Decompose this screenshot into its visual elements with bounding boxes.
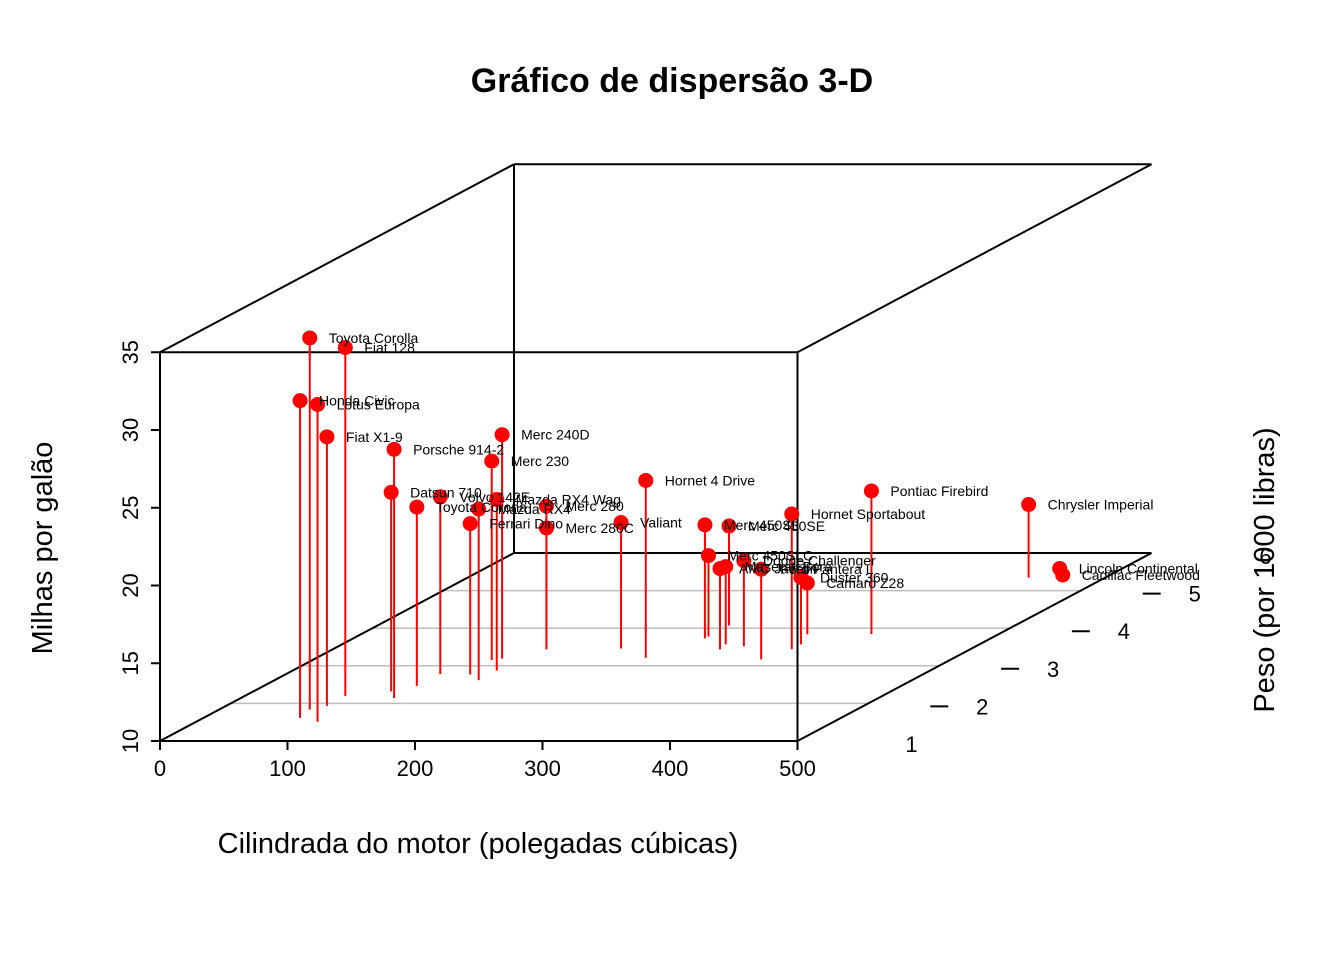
point-lincoln-continental (1052, 560, 1068, 576)
point-merc-280 (538, 498, 554, 514)
point-mazda-rx4 (471, 501, 487, 517)
y-tick-label: 4 (1118, 619, 1130, 644)
label-toyota-corona: Toyota Corona (436, 499, 527, 515)
point-merc-450se (721, 518, 737, 534)
point-ferrari-dino (462, 516, 478, 532)
label-lotus-europa: Lotus Europa (337, 396, 420, 412)
y-tick-label: 6 (1259, 544, 1271, 569)
label-toyota-corolla: Toyota Corolla (329, 330, 419, 346)
y-tick-label: 3 (1047, 657, 1059, 682)
point-mazda-rx4-wag (489, 491, 505, 507)
label-hornet-4-drive: Hornet 4 Drive (665, 472, 755, 488)
plot-box (159, 163, 1152, 742)
floor-grid (230, 552, 1152, 705)
box-edge (797, 163, 1152, 354)
label-merc-280: Merc 280 (565, 498, 624, 514)
label-mazda-rx4: Mazda RX4 (498, 501, 571, 517)
point-hornet-sportabout (784, 506, 800, 522)
point-pontiac-firebird (863, 483, 879, 499)
point-porsche-914-2 (386, 441, 402, 457)
z-tick-label: 15 (118, 651, 143, 675)
z-tick-label: 25 (118, 496, 143, 520)
z-tick-label: 20 (118, 573, 143, 597)
x-tick-label: 300 (524, 756, 561, 781)
point-camaro-z28 (799, 575, 815, 591)
x-tick-label: 500 (779, 756, 816, 781)
y-tick-label: 5 (1189, 582, 1201, 607)
y-tick-label: 1 (905, 732, 917, 757)
label-merc-230: Merc 230 (511, 453, 570, 469)
point-chrysler-imperial (1021, 497, 1037, 513)
y-axis-label: Peso (por 1000 libras) (1249, 427, 1281, 712)
label-valiant: Valiant (640, 515, 682, 531)
point-datsun-710 (383, 484, 399, 500)
label-merc-450se: Merc 450SE (748, 518, 825, 534)
data-points (292, 330, 1071, 591)
point-honda-civic (292, 393, 308, 409)
z-tick-label: 35 (118, 340, 143, 364)
x-tick-label: 100 (269, 756, 306, 781)
label-chrysler-imperial: Chrysler Imperial (1048, 497, 1154, 513)
label-volvo-142e: Volvo 142E (459, 489, 530, 505)
point-toyota-corona (409, 499, 425, 515)
point-merc-450sl (697, 517, 713, 533)
z-axis-label: Milhas por galão (27, 442, 59, 655)
label-datsun-710: Datsun 710 (410, 484, 482, 500)
z-tick-label: 30 (118, 418, 143, 442)
z-tick-label: 10 (118, 729, 143, 753)
point-valiant (613, 515, 629, 531)
point-dodge-challenger (736, 553, 752, 569)
point-lotus-europa (310, 396, 326, 412)
point-fiat-x1-9 (319, 429, 335, 445)
label-pontiac-firebird: Pontiac Firebird (890, 483, 988, 499)
axis-ticks: 0 100 200 300 400 500 10 15 20 25 30 35 1 2 3 4 5 6 (118, 340, 1272, 781)
label-mazda-rx4-wag: Mazda RX4 Wag (516, 491, 621, 507)
x-tick-label: 400 (652, 756, 689, 781)
label-merc-280c: Merc 280C (565, 520, 633, 536)
label-merc-450sl: Merc 450SL (724, 517, 800, 533)
label-camaro-z28: Camaro Z28 (826, 575, 904, 591)
point-volvo-142e (432, 489, 448, 505)
label-lincoln-continental: Lincoln Continental (1079, 560, 1198, 576)
label-amc-javelin: AMC Javelin (739, 561, 818, 577)
point-merc-230 (484, 453, 500, 469)
x-axis-label: Cilindrada do motor (polegadas cúbicas) (218, 828, 739, 860)
point-merc-280c (538, 520, 554, 536)
point-fiat-128 (337, 340, 353, 356)
point-maserati-bora (718, 559, 734, 575)
label-dodge-challenger: Dodge Challenger (763, 553, 876, 569)
point-hornet-4-drive (638, 472, 654, 488)
y-tick-label: 2 (976, 694, 988, 719)
point-ford-pantera-l (753, 561, 769, 577)
label-hornet-sportabout: Hornet Sportabout (811, 506, 926, 522)
point-toyota-corolla (302, 330, 318, 346)
label-ford-pantera-l: Ford Pantera L (780, 561, 874, 577)
label-ferrari-dino: Ferrari Dino (489, 516, 563, 532)
label-duster-360: Duster 360 (820, 570, 889, 586)
box-edge (159, 163, 515, 354)
label-honda-civic: Honda Civic (319, 393, 394, 409)
label-merc-450slc: Merc 450SLC (727, 548, 813, 564)
label-porsche-914-2: Porsche 914-2 (413, 441, 504, 457)
label-maserati-bora: Maserati Bora (745, 559, 832, 575)
x-tick-label: 0 (154, 756, 166, 781)
box-edge (797, 552, 1152, 742)
label-fiat-128: Fiat 128 (364, 340, 415, 356)
label-merc-240d: Merc 240D (521, 427, 589, 443)
label-cadillac-fleetwood: Cadillac Fleetwood (1082, 567, 1200, 583)
label-fiat-x1-9: Fiat X1-9 (346, 429, 403, 445)
x-tick-label: 200 (397, 756, 434, 781)
point-merc-240d (494, 427, 510, 443)
point-merc-450slc (700, 548, 716, 564)
chart-title: Gráfico de dispersão 3-D (471, 62, 873, 100)
box-edge (159, 552, 515, 742)
